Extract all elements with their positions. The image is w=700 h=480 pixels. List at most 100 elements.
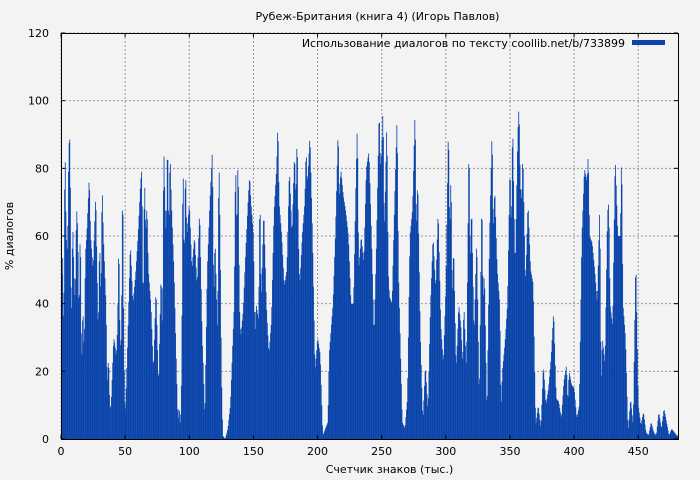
bar (376, 219, 378, 439)
bar (294, 164, 296, 439)
bar (374, 299, 376, 439)
bar (82, 320, 84, 439)
bar (297, 157, 298, 439)
bar (266, 310, 268, 439)
bar (359, 248, 361, 439)
y-tick-label: 20 (35, 365, 49, 378)
bar (200, 257, 202, 439)
bar (425, 382, 427, 439)
bar (191, 261, 193, 439)
bar (422, 414, 424, 439)
bar (629, 402, 631, 439)
bar (382, 137, 384, 439)
bar (660, 422, 661, 439)
bar (322, 425, 323, 439)
bar (460, 327, 462, 439)
bar (427, 398, 429, 439)
bar (456, 345, 458, 439)
bar (121, 295, 123, 439)
bar (482, 275, 484, 439)
bar (132, 300, 134, 439)
bar (461, 340, 463, 439)
bar (217, 290, 219, 439)
bar (372, 299, 374, 439)
x-tick-label: 100 (179, 445, 200, 458)
bar (145, 227, 147, 439)
bar (165, 227, 167, 439)
bar (115, 354, 117, 439)
bar (438, 223, 439, 439)
bar (300, 255, 302, 439)
bar (431, 261, 433, 439)
bar (582, 210, 584, 439)
bar (436, 239, 438, 439)
bar (642, 413, 644, 439)
bar (66, 240, 67, 439)
y-tick-label: 40 (35, 298, 49, 311)
bar (511, 147, 513, 439)
bar (75, 230, 77, 439)
bar (208, 227, 210, 439)
bar (515, 252, 516, 439)
bar (551, 340, 553, 439)
bar (164, 186, 166, 439)
bar (306, 157, 307, 439)
bar (262, 244, 264, 439)
bar (168, 214, 170, 439)
bar (348, 261, 350, 439)
bar (170, 189, 172, 439)
bar (186, 217, 187, 439)
bar (340, 171, 342, 439)
bar (392, 265, 394, 439)
bar (610, 312, 612, 439)
bar (565, 370, 566, 439)
bar (497, 282, 499, 439)
bar (590, 238, 591, 439)
bar (298, 274, 300, 439)
bar (233, 312, 235, 439)
bar (341, 185, 343, 439)
bar (254, 329, 256, 439)
bar (282, 255, 284, 439)
bar (177, 409, 178, 439)
bar (677, 435, 679, 439)
bar (173, 261, 175, 439)
bar (360, 240, 362, 439)
bar (396, 125, 398, 439)
bar (109, 395, 110, 439)
x-tick-label: 450 (628, 445, 649, 458)
bar (167, 159, 169, 439)
bar (573, 387, 575, 439)
bar (86, 228, 88, 439)
bar (556, 399, 558, 439)
bar (62, 315, 64, 439)
bar (113, 339, 115, 439)
bar (499, 330, 501, 439)
bar (195, 255, 196, 439)
bar (110, 406, 112, 439)
bar (399, 333, 401, 439)
bar (476, 257, 478, 439)
bar (424, 371, 426, 439)
bar (116, 334, 118, 439)
bar (626, 396, 628, 439)
bar (96, 282, 98, 439)
bar (93, 260, 94, 439)
bar (214, 248, 216, 439)
bar (517, 151, 518, 439)
bar (256, 310, 258, 439)
bar (171, 227, 173, 439)
bar (349, 278, 351, 439)
bar (515, 219, 517, 439)
bar (239, 329, 241, 439)
bar (318, 343, 320, 439)
bar (651, 425, 653, 439)
bar (66, 248, 68, 439)
bar (128, 278, 130, 439)
bar (275, 184, 277, 439)
bar (603, 354, 605, 439)
bar (270, 324, 272, 439)
bar (204, 409, 205, 439)
bar (661, 426, 663, 439)
bar (510, 217, 512, 439)
